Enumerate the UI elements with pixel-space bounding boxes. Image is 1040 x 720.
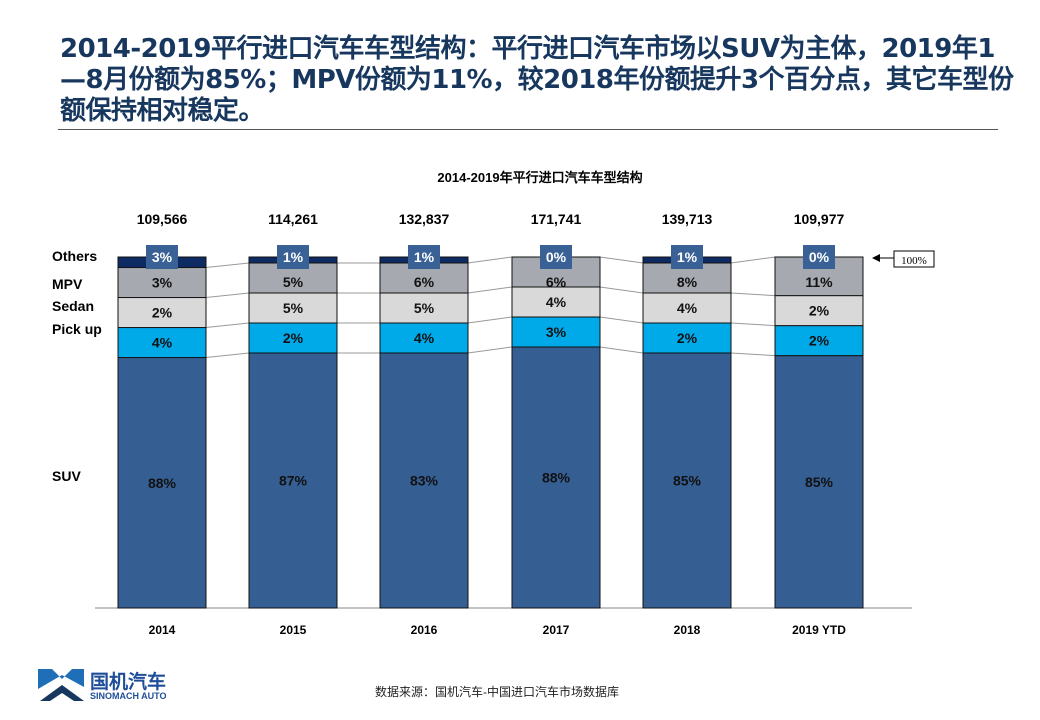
data-label: 6% bbox=[414, 274, 435, 290]
connector-line bbox=[730, 256, 776, 264]
bar-segment-sedan bbox=[117, 297, 207, 329]
connector-line bbox=[205, 352, 250, 359]
total-label: 109,977 bbox=[794, 211, 845, 227]
others-label-box bbox=[540, 245, 572, 269]
data-label: 2% bbox=[809, 333, 830, 349]
annotation-label: 100% bbox=[901, 255, 927, 267]
data-label: 88% bbox=[542, 470, 571, 486]
logo-cn-text: 国机汽车 bbox=[90, 671, 167, 693]
connector-line bbox=[467, 256, 513, 264]
connector-line bbox=[205, 262, 250, 269]
chart-title: 2014-2019年平行进口汽车车型结构 bbox=[437, 170, 642, 185]
connector-line bbox=[467, 286, 513, 294]
data-label: 1% bbox=[414, 249, 435, 265]
bar-segment-suv bbox=[642, 352, 732, 609]
x-tick-label: 2019 YTD bbox=[792, 623, 846, 637]
bar-segment-suv bbox=[117, 357, 207, 609]
logo-mark-icon bbox=[38, 669, 84, 701]
data-label: 4% bbox=[546, 294, 567, 310]
bar-segment-suv bbox=[774, 355, 864, 609]
data-label: 2% bbox=[677, 330, 698, 346]
bar-segment-mpv bbox=[117, 267, 207, 299]
connector-line bbox=[205, 322, 250, 329]
data-label: 6% bbox=[546, 274, 567, 290]
connector-line bbox=[599, 316, 644, 324]
bar-segment-sedan bbox=[379, 292, 469, 324]
data-label: 3% bbox=[546, 324, 567, 340]
data-label: 4% bbox=[152, 335, 173, 351]
data-label: 83% bbox=[410, 473, 439, 489]
source-note: 数据来源：国机汽车-中国进口汽车市场数据库 bbox=[375, 685, 619, 699]
data-label: 1% bbox=[677, 249, 698, 265]
others-label-box bbox=[803, 245, 835, 269]
data-label: 0% bbox=[809, 249, 830, 265]
bar-segment-pick-up bbox=[379, 322, 469, 354]
others-label-box bbox=[277, 245, 309, 269]
legend-label-sedan: Sedan bbox=[52, 298, 94, 314]
data-label: 85% bbox=[673, 473, 702, 489]
data-label: 1% bbox=[283, 249, 304, 265]
data-label: 4% bbox=[677, 300, 698, 316]
legend-label-pick-up: Pick up bbox=[52, 321, 102, 337]
arrow-left-icon bbox=[872, 254, 880, 262]
data-label: 87% bbox=[279, 473, 308, 489]
bar-segment-pick-up bbox=[117, 327, 207, 359]
connector-line bbox=[730, 322, 776, 327]
data-label: 5% bbox=[283, 274, 304, 290]
sinomach-logo: 国机汽车 SINOMACH AUTO bbox=[38, 667, 188, 703]
slide-title: 2014-2019平行进口汽车车型结构：平行进口汽车市场以SUV为主体，2019… bbox=[60, 34, 1014, 126]
others-label-box bbox=[146, 245, 178, 269]
total-label: 171,741 bbox=[531, 211, 582, 227]
logo-en-text: SINOMACH AUTO bbox=[90, 691, 167, 701]
data-label: 5% bbox=[283, 300, 304, 316]
connector-line bbox=[467, 316, 513, 324]
bar-segment-suv bbox=[379, 352, 469, 609]
annotation-box bbox=[893, 250, 935, 268]
x-tick-label: 2017 bbox=[543, 623, 570, 637]
total-label: 109,566 bbox=[137, 211, 188, 227]
connector-line bbox=[599, 286, 644, 294]
data-label: 8% bbox=[677, 274, 698, 290]
legend-label-suv: SUV bbox=[52, 468, 81, 484]
bar-segment-suv bbox=[511, 346, 601, 609]
legend-label-mpv: MPV bbox=[52, 276, 83, 292]
connector-line bbox=[467, 346, 513, 354]
data-label: 0% bbox=[546, 249, 567, 265]
connector-line bbox=[599, 256, 644, 264]
data-label: 3% bbox=[152, 275, 173, 291]
bar-segment-sedan bbox=[642, 292, 732, 324]
total-label: 139,713 bbox=[662, 211, 713, 227]
connector-line bbox=[730, 292, 776, 297]
data-label: 85% bbox=[805, 474, 834, 490]
data-label: 2% bbox=[152, 305, 173, 321]
total-label: 114,261 bbox=[268, 211, 318, 227]
total-label: 132,837 bbox=[399, 211, 450, 227]
data-label: 2% bbox=[283, 330, 304, 346]
data-label: 3% bbox=[152, 249, 173, 265]
data-label: 5% bbox=[414, 300, 435, 316]
bar-segment-sedan bbox=[511, 286, 601, 318]
data-label: 2% bbox=[809, 303, 830, 319]
connector-line bbox=[205, 292, 250, 299]
title-divider bbox=[58, 129, 998, 130]
others-label-box bbox=[408, 245, 440, 269]
data-label: 88% bbox=[148, 475, 177, 491]
bar-segment-sedan bbox=[248, 292, 338, 324]
bar-segment-pick-up bbox=[511, 316, 601, 348]
bar-segment-pick-up bbox=[774, 325, 864, 357]
data-label: 4% bbox=[414, 330, 435, 346]
bar-segment-suv bbox=[248, 352, 338, 609]
x-tick-label: 2015 bbox=[280, 623, 307, 637]
connector-line bbox=[599, 346, 644, 354]
bar-segment-sedan bbox=[774, 295, 864, 327]
legend-label-others: Others bbox=[52, 248, 97, 264]
others-label-box bbox=[671, 245, 703, 269]
connector-line bbox=[730, 352, 776, 357]
x-tick-label: 2014 bbox=[149, 623, 176, 637]
data-label: 11% bbox=[805, 274, 833, 290]
x-tick-label: 2018 bbox=[674, 623, 701, 637]
x-tick-label: 2016 bbox=[411, 623, 438, 637]
